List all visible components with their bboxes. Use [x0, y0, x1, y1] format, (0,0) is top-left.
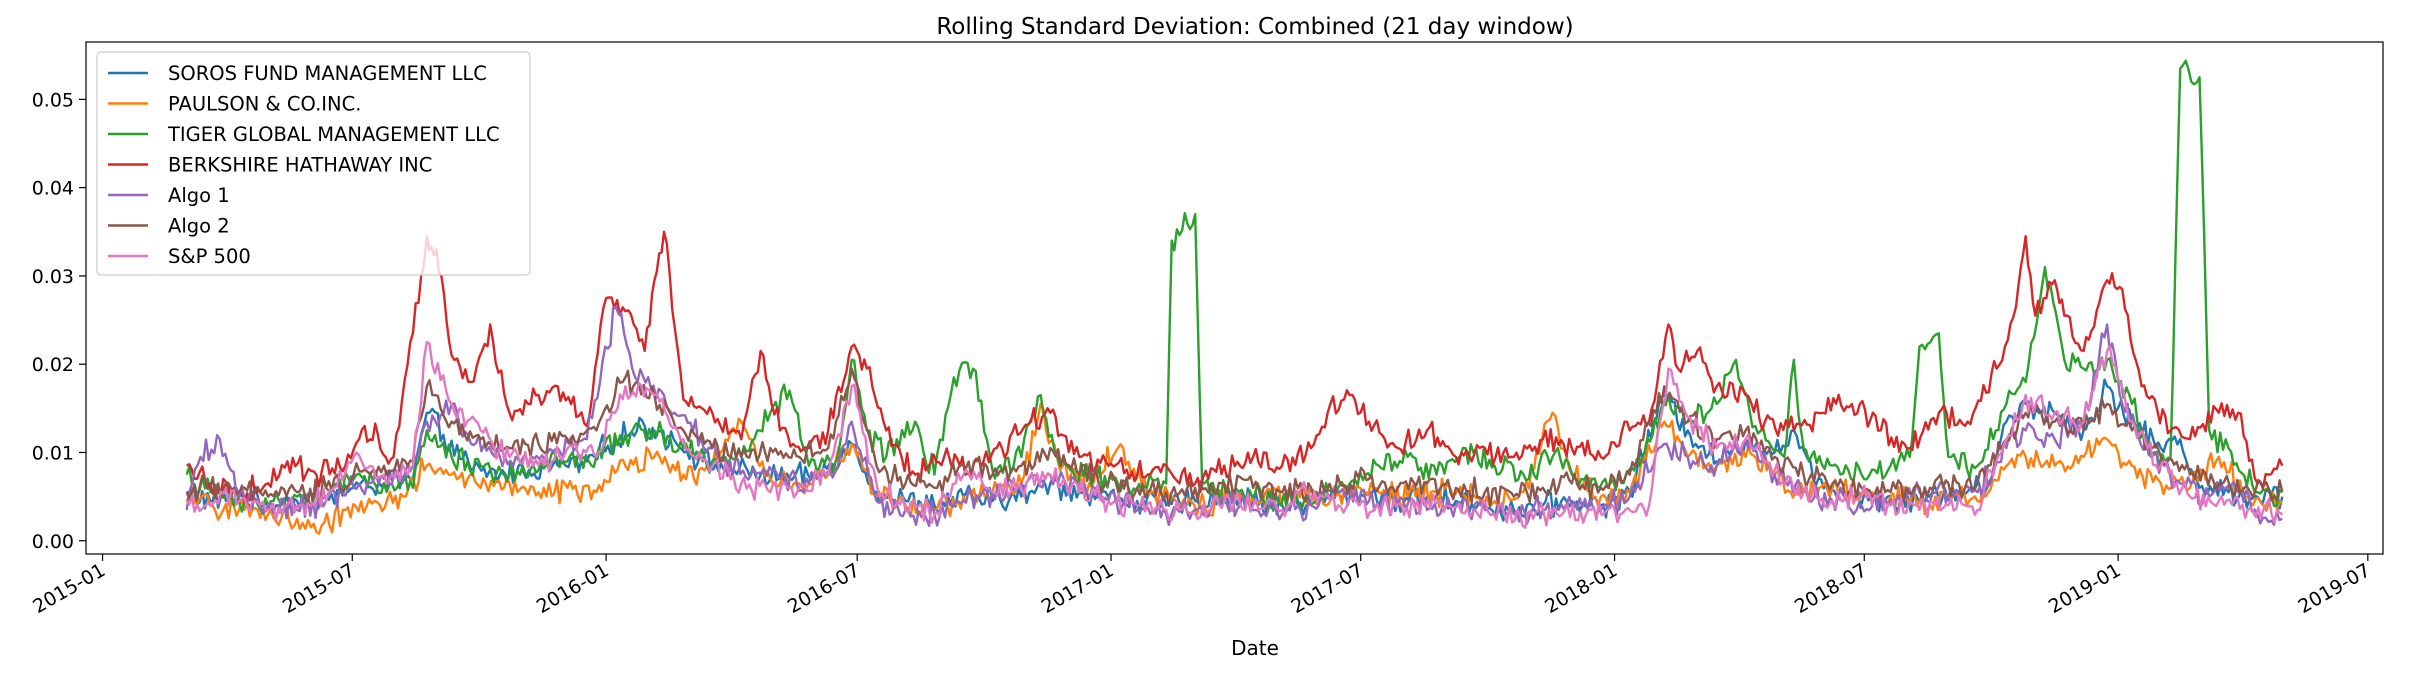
legend-label: Algo 2: [168, 215, 230, 238]
series-line-6: [185, 367, 2284, 508]
y-tick-label: 0.01: [32, 442, 74, 464]
y-tick-label: 0.02: [32, 354, 74, 376]
legend-label: PAULSON & CO.INC.: [168, 93, 361, 116]
y-tick-label: 0.05: [32, 89, 74, 111]
legend-label: BERKSHIRE HATHAWAY INC: [168, 154, 432, 177]
legend-label: S&P 500: [168, 245, 251, 268]
legend: SOROS FUND MANAGEMENT LLC PAULSON & CO.IN…: [96, 51, 531, 276]
legend-label: Algo 1: [168, 184, 230, 207]
series-line-2: [185, 402, 2284, 535]
legend-label: TIGER GLOBAL MANAGEMENT LLC: [167, 123, 500, 146]
y-tick-label: 0.04: [32, 178, 74, 200]
y-axis: 0.00 0.01 0.02 0.03 0.04 0.05: [32, 89, 86, 553]
x-axis-label: Date: [1231, 636, 1279, 660]
legend-label: SOROS FUND MANAGEMENT LLC: [168, 62, 487, 85]
chart-title: Rolling Standard Deviation: Combined (21…: [936, 14, 1573, 40]
y-tick-label: 0.00: [32, 531, 74, 553]
plot-frame: [85, 41, 2384, 555]
series-line-5: [185, 305, 2283, 528]
legend-box: [96, 51, 531, 276]
series-line-4: [186, 230, 2284, 504]
y-tick-label: 0.03: [32, 266, 74, 288]
plot-area: [185, 59, 2284, 535]
series-line-7: [185, 340, 2283, 529]
